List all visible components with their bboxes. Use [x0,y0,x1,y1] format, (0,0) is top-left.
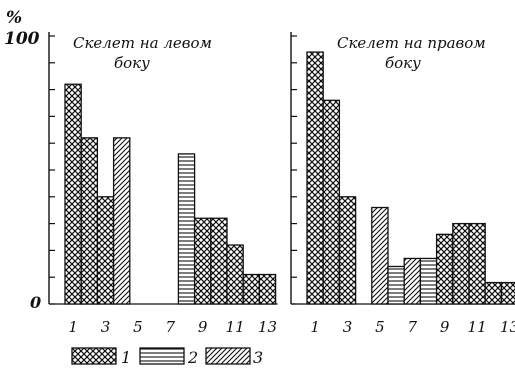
left-x-tick-label: 13 [258,318,277,336]
right-x-tick-label: 7 [408,318,418,336]
left-x-tick-label: 5 [133,318,143,336]
left-x-tick-label: 1 [68,318,78,336]
left-bar-10 [210,217,228,305]
left-bar-4 [112,137,131,305]
left-chart-bars [64,83,277,305]
right-x-tick-label: 1 [310,318,320,336]
left-x-tick-label: 3 [101,318,111,336]
left-x-tick-label: 7 [166,318,176,336]
legend-label-1: 1 [121,348,131,367]
y-tick-top: 100 [4,29,40,49]
right-bar-1 [306,51,324,305]
right-bar-3 [338,196,357,305]
right-bar-13 [500,281,515,305]
left-bar-1 [64,83,82,305]
legend-swatch-1 [71,347,117,365]
left-bar-8 [177,153,196,305]
right-bar-7 [403,257,422,305]
right-bar-12 [484,281,503,305]
right-bar-11 [468,222,486,305]
left-bar-13 [258,273,277,305]
left-bar-3 [96,196,115,305]
right-chart-title-line1: Скелет на правом [337,34,486,52]
left-bar-2 [80,137,99,305]
chart-left-side: 1 3 5 7 9 11 13 Скелет на левом боку [48,32,278,336]
left-chart-x-ticks: 1 3 5 7 9 11 13 [68,318,277,336]
left-x-tick-label: 9 [198,318,208,336]
left-bar-12 [242,273,261,305]
right-bar-2 [322,99,341,305]
right-chart-title-line2: боку [385,54,421,72]
legend-swatch-3 [205,347,251,365]
legend-swatch-2 [139,347,185,365]
right-x-tick-label: 13 [500,318,515,336]
left-chart-title-line2: боку [114,54,150,72]
right-x-tick-label: 11 [468,318,487,336]
legend-label-3: 3 [253,348,263,367]
right-x-tick-label: 3 [343,318,353,336]
right-bar-10 [452,222,470,305]
y-unit-label: % [6,8,22,28]
left-x-tick-label: 11 [226,318,245,336]
right-bar-6 [387,265,405,305]
right-bar-5 [371,206,389,305]
right-x-tick-label: 9 [440,318,450,336]
right-chart-bars [306,51,515,305]
right-bar-8 [419,257,438,305]
legend: 1 2 3 [71,347,263,367]
right-bar-9 [435,233,454,305]
left-chart-title-line1: Скелет на левом [73,34,212,52]
legend-label-2: 2 [187,348,198,367]
y-tick-zero: 0 [30,293,41,312]
left-bar-11 [226,244,244,305]
left-bar-9 [193,217,212,305]
right-x-tick-label: 5 [375,318,385,336]
